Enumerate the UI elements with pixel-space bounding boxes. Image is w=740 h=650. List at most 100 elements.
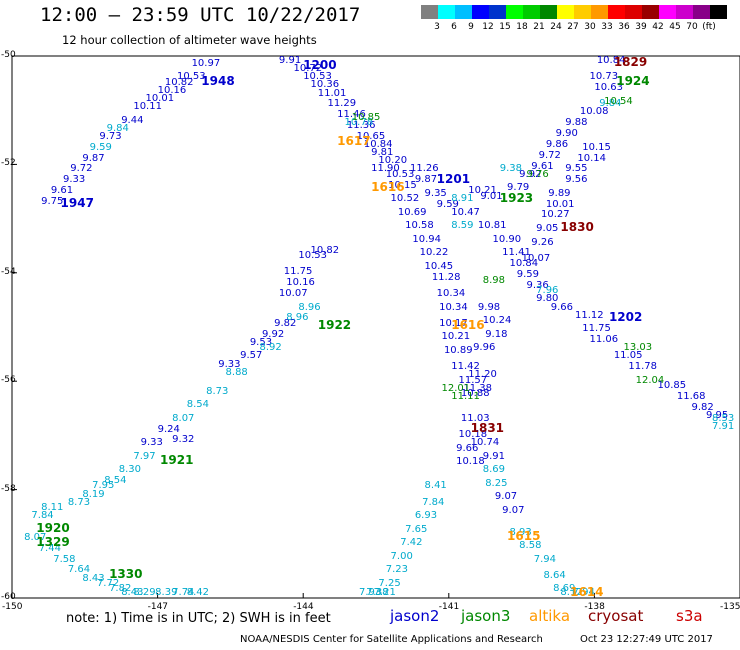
- wave-height-value: 8.64: [543, 569, 566, 581]
- time-mark: 1329: [36, 534, 70, 549]
- wave-height-value: 10.84: [363, 139, 393, 150]
- wave-height-value: 10.53: [303, 71, 332, 83]
- wave-height-value: 7.72: [96, 578, 120, 590]
- wave-height-value: 9.61: [531, 160, 554, 172]
- wave-height-value: 9.82: [274, 317, 297, 329]
- wave-height-value: 11.36: [346, 120, 376, 132]
- wave-height-value: 10.52: [390, 193, 420, 205]
- wave-height-value: 8.29: [133, 587, 156, 598]
- wave-height-value: 10.22: [419, 247, 449, 259]
- wave-height-value: 8.73: [206, 385, 229, 397]
- wave-height-value: 9.92: [261, 328, 285, 340]
- wave-height-value: 10.90: [492, 233, 522, 245]
- wave-height-value: 11.12: [574, 309, 604, 321]
- wave-height-value: 10.24: [482, 315, 512, 327]
- lon-label: -144: [293, 602, 314, 612]
- legend-label: 39: [635, 22, 647, 32]
- wave-height-value: 11.38: [463, 382, 492, 394]
- legend-swatch: [608, 5, 625, 19]
- wave-height-value: 10.01: [545, 198, 575, 210]
- time-mark: 1831: [470, 420, 505, 435]
- wave-height-value: 10.53: [298, 250, 327, 262]
- wave-height-value: 10.69: [397, 206, 427, 218]
- wave-height-value: 10.94: [412, 233, 442, 245]
- wave-height-value: 10.53: [385, 168, 415, 180]
- wave-height-value: 7.44: [38, 542, 61, 554]
- wave-height-value: 9.87: [414, 174, 438, 186]
- wave-height-value: 7.21: [373, 587, 396, 598]
- legend-swatch: [489, 5, 506, 19]
- legend-label: 36: [618, 22, 630, 32]
- wave-height-value: 11.75: [283, 266, 313, 278]
- lon-label: -135: [720, 602, 740, 612]
- wave-height-value: 9.72: [70, 163, 93, 175]
- wave-height-value: 10.53: [177, 71, 206, 83]
- wave-height-value: 10.84: [509, 258, 539, 270]
- wave-height-value: 8.07: [24, 531, 47, 543]
- legend-swatch: [625, 5, 642, 19]
- wave-height-value: 9.73: [99, 130, 122, 142]
- wave-height-value: 9.84: [599, 98, 622, 110]
- legend-swatch: [642, 5, 659, 19]
- wave-height-value: 8.42: [186, 587, 209, 598]
- time-mark: 1330: [109, 567, 143, 582]
- legend-label: 27: [567, 22, 579, 32]
- legend-swatch: [557, 5, 574, 19]
- legend-swatch: [574, 5, 591, 19]
- wave-height-value: 10.63: [594, 82, 624, 94]
- wave-height-value: 8.69: [553, 583, 576, 595]
- legend-jason2: jason2: [390, 607, 440, 625]
- wave-height-value: 11.06: [589, 334, 619, 346]
- wave-height-value: 10.07: [278, 288, 308, 300]
- wave-height-value: 9.53: [249, 336, 273, 348]
- time-mark: 1201: [436, 171, 471, 186]
- page-subtitle: 12 hour collection of altimeter wave hei…: [62, 33, 317, 47]
- wave-height-value: 9.18: [485, 328, 508, 340]
- wave-height-value: 11.42: [451, 361, 480, 373]
- wave-height-value: 10.47: [451, 206, 480, 218]
- time-mark: 1614: [570, 585, 604, 599]
- wave-height-value: 8.93: [509, 526, 532, 538]
- wave-height-value: 10.34: [439, 301, 468, 313]
- wave-height-value: 8.39: [155, 587, 178, 598]
- wave-height-value: 10.20: [378, 155, 408, 167]
- time-mark: 1948: [201, 73, 235, 88]
- wave-height-value: 9.91: [278, 55, 302, 66]
- wave-height-value: 9.33: [62, 174, 86, 186]
- time-mark: 1922: [317, 317, 352, 332]
- wave-height-value: 7.23: [385, 564, 408, 576]
- wave-height-value: 7.95: [92, 480, 115, 492]
- time-mark: 1920: [36, 521, 70, 536]
- time-mark: 1947: [60, 195, 94, 210]
- legend-label: 6: [451, 22, 457, 32]
- wave-height-value: 11.57: [458, 374, 488, 386]
- wave-height-value: 8.69: [482, 464, 506, 476]
- wave-height-value: 11.41: [502, 247, 531, 259]
- wave-height-value: 9.59: [436, 198, 459, 210]
- wave-height-value: 9.87: [82, 152, 105, 164]
- wave-height-value: 7.94: [572, 587, 595, 598]
- wave-height-value: 11.20: [468, 369, 497, 381]
- legend-swatch: [659, 5, 676, 19]
- wave-height-value: 7.00: [390, 550, 413, 562]
- wave-height-value: 8.54: [104, 475, 127, 487]
- map-ticks: [11, 55, 740, 599]
- wave-height-value: 9.88: [565, 117, 588, 129]
- wave-height-value: 10.72: [293, 63, 323, 75]
- wave-height-value: 9.05: [536, 223, 559, 235]
- wave-height-value: 10.21: [468, 185, 497, 197]
- wave-height-value: 9.75: [41, 195, 64, 207]
- wave-height-value: 9.95: [706, 410, 729, 421]
- wave-height-value: 9.35: [424, 187, 447, 199]
- wave-height-value: 11.78: [628, 361, 657, 373]
- wave-height-value: 8.88: [225, 366, 248, 378]
- legend-swatch: [421, 5, 438, 19]
- lon-label: -150: [2, 602, 23, 612]
- wave-height-value: 11.46: [337, 109, 366, 121]
- legend-swatch: [710, 5, 727, 19]
- wave-height-value: 9.91: [482, 450, 506, 462]
- wave-height-value: 8.11: [41, 502, 64, 514]
- wave-height-value: 9.36: [526, 279, 549, 291]
- wave-height-value: 7.82: [109, 583, 132, 595]
